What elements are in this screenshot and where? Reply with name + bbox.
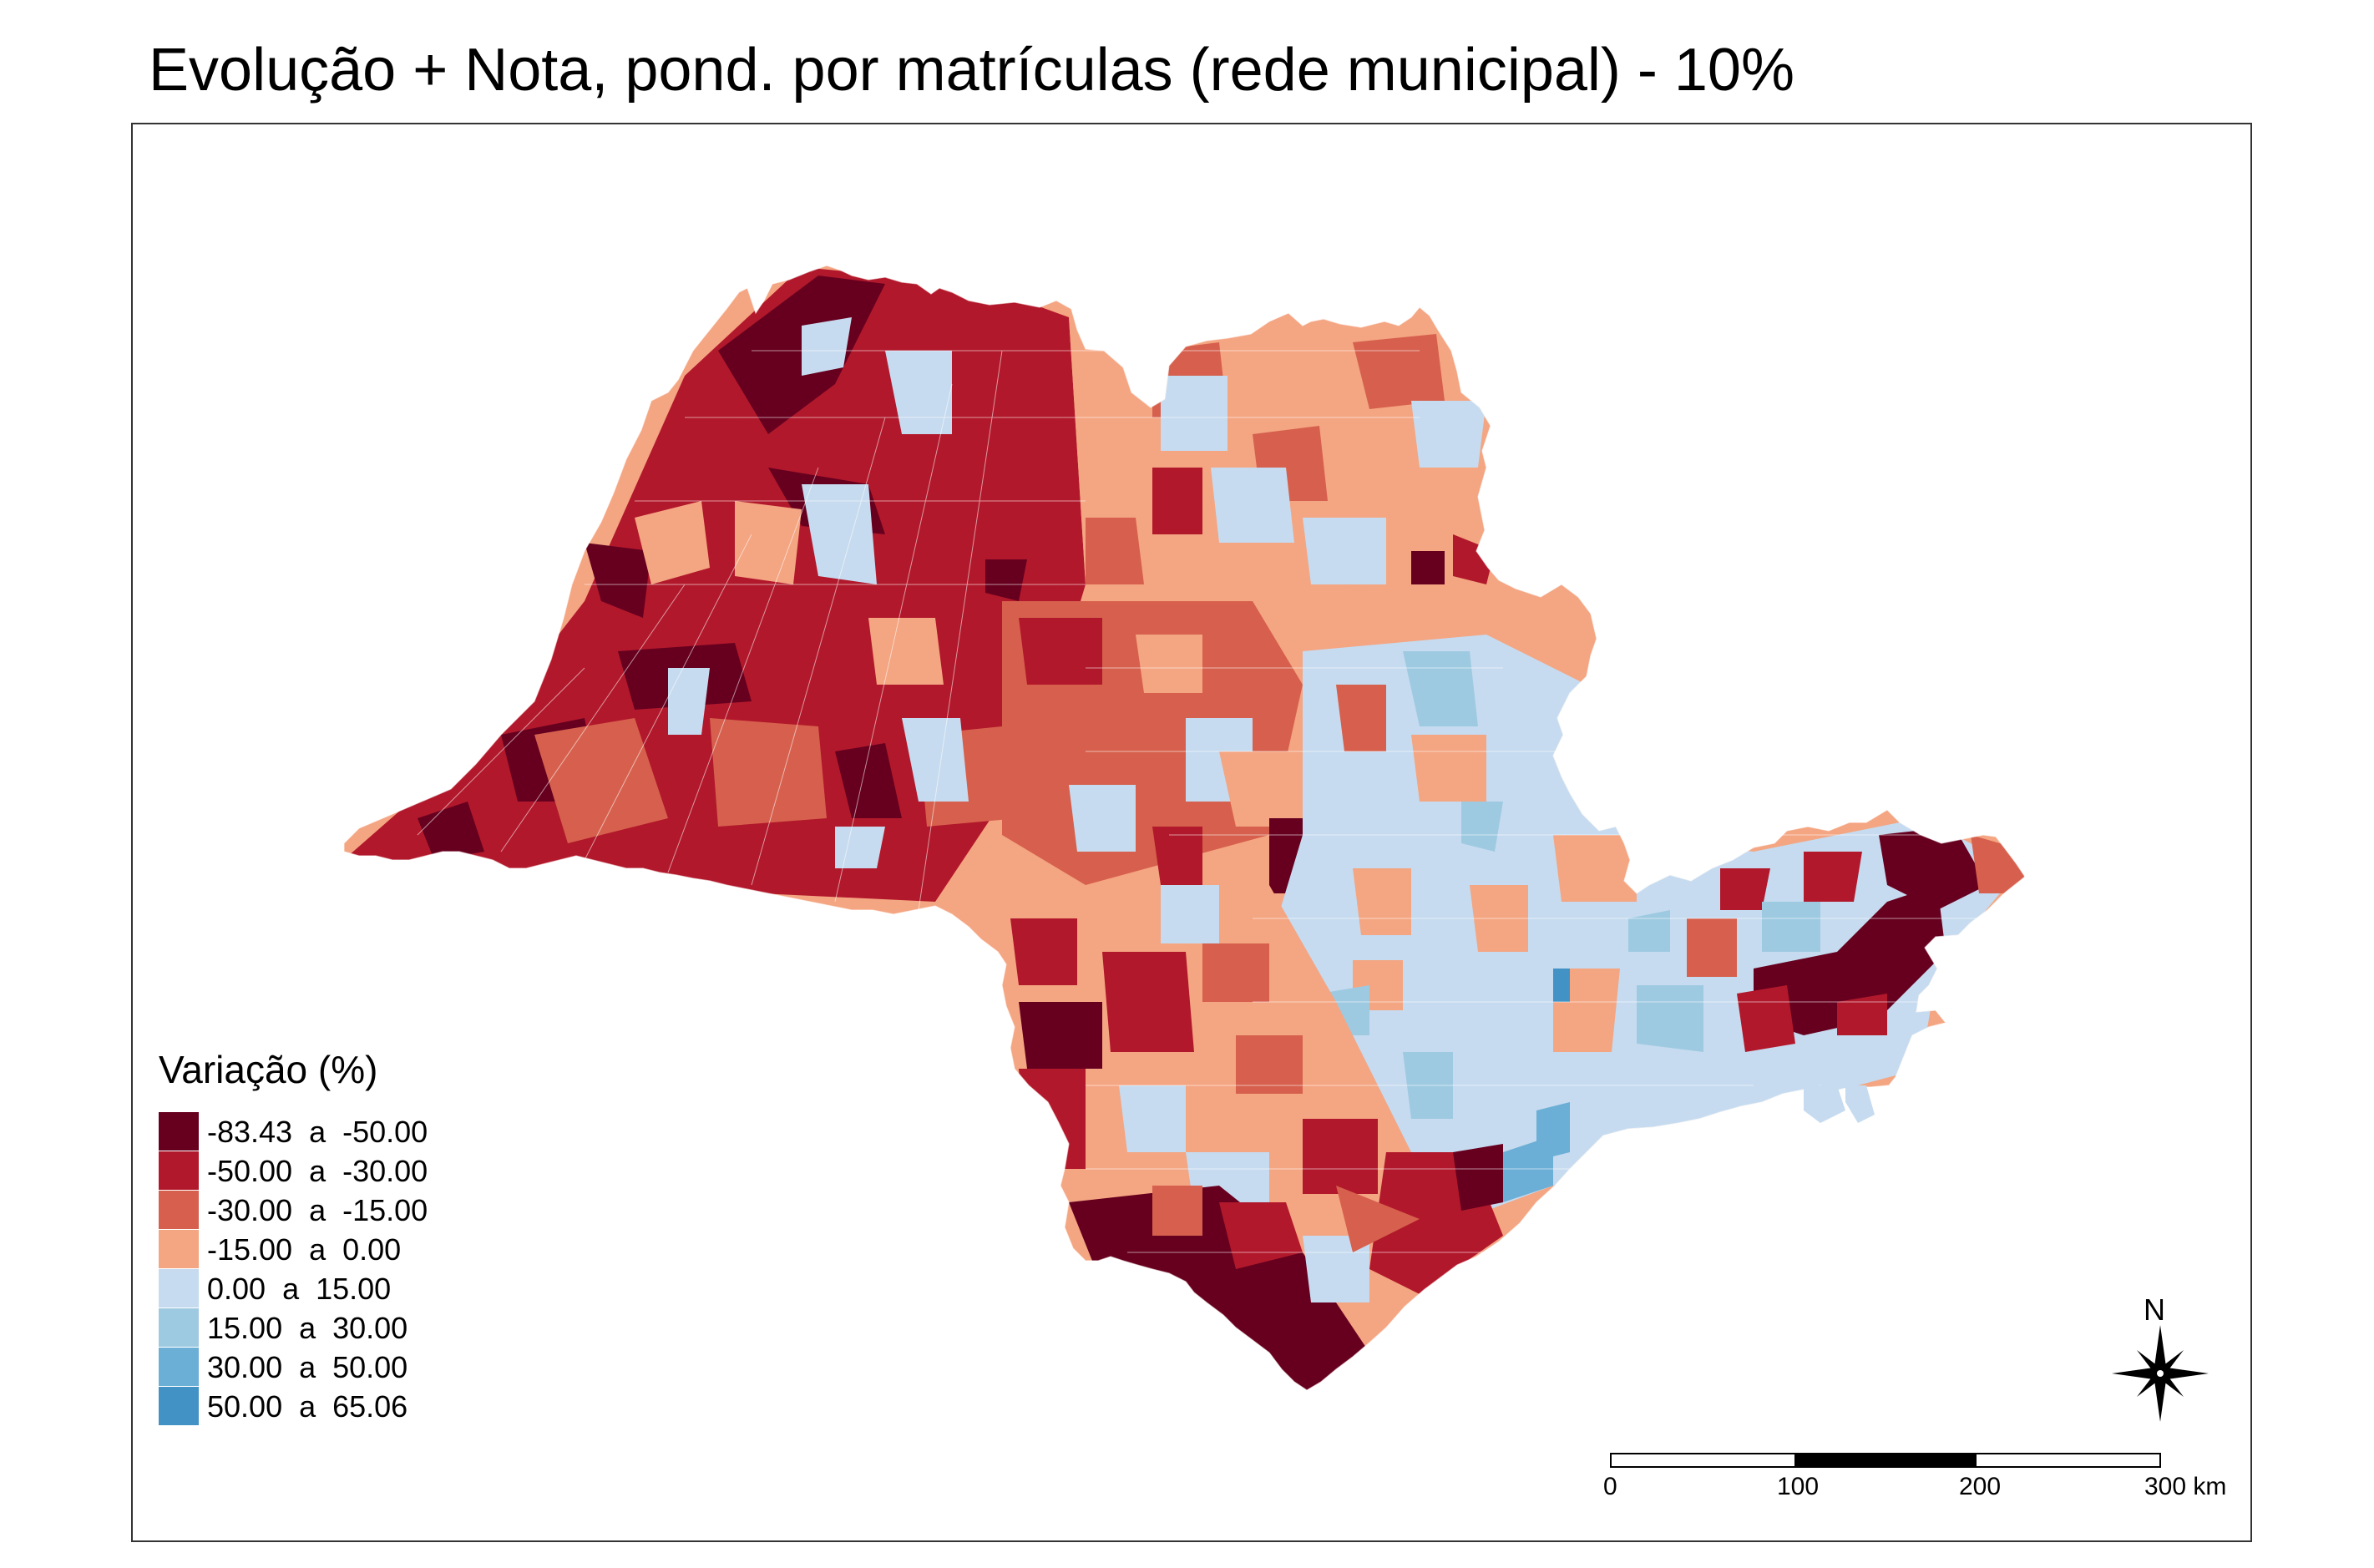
legend-title: Variação (%)	[159, 1048, 378, 1091]
legend-label: -15.00 a 0.00	[207, 1232, 402, 1267]
legend-swatch	[159, 1308, 199, 1348]
legend-item: -15.00 a 0.00	[159, 1230, 428, 1269]
legend-label: -30.00 a -15.00	[207, 1192, 428, 1227]
legend-label: 0.00 a 15.00	[207, 1271, 392, 1306]
scale-label: 100	[1777, 1473, 1820, 1500]
scale-labels: 0 100 200 300 km	[1603, 1473, 2226, 1506]
legend-item: 0.00 a 15.00	[159, 1269, 428, 1308]
map-title: Evolução + Nota, pond. por matrículas (r…	[149, 37, 1794, 104]
scale-label: 200	[1959, 1473, 2002, 1500]
map-frame	[131, 123, 2252, 1542]
legend-item: 15.00 a 30.00	[159, 1308, 428, 1348]
legend-label: 30.00 a 50.00	[207, 1349, 408, 1384]
legend: Variação (%) -83.43 a -50.00 -50.00 a -3…	[159, 1050, 428, 1426]
scale-label: 300 km	[2144, 1473, 2227, 1500]
legend-swatch	[159, 1191, 199, 1230]
legend-items: -83.43 a -50.00 -50.00 a -30.00 -30.00 a…	[159, 1112, 428, 1426]
north-arrow-label: N	[2144, 1292, 2165, 1327]
island-region	[1845, 1085, 1875, 1123]
legend-item: -30.00 a -15.00	[159, 1191, 428, 1230]
scale-bar: 0 100 200 300 km	[1603, 1453, 2226, 1506]
scale-segment	[1977, 1454, 2160, 1466]
legend-swatch	[159, 1269, 199, 1308]
legend-item: -50.00 a -30.00	[159, 1151, 428, 1191]
legend-label: 50.00 a 65.06	[207, 1388, 408, 1424]
legend-label: -50.00 a -30.00	[207, 1153, 428, 1188]
scale-segment	[1612, 1454, 1794, 1466]
legend-swatch	[159, 1348, 199, 1387]
legend-swatch	[159, 1387, 199, 1426]
scale-label: 0	[1603, 1473, 1617, 1500]
legend-item: -83.43 a -50.00	[159, 1112, 428, 1151]
scale-segment	[1794, 1454, 1977, 1466]
legend-label: -83.43 a -50.00	[207, 1114, 428, 1149]
legend-item: 30.00 a 50.00	[159, 1348, 428, 1387]
legend-swatch	[159, 1112, 199, 1151]
legend-swatch	[159, 1151, 199, 1191]
compass-rose-icon	[2112, 1325, 2209, 1422]
legend-swatch	[159, 1230, 199, 1269]
island-region	[1804, 1085, 1845, 1123]
legend-label: 15.00 a 30.00	[207, 1310, 408, 1345]
scale-bar-track	[1610, 1453, 2161, 1468]
legend-item: 50.00 a 65.06	[159, 1387, 428, 1426]
municipality-boundaries	[417, 350, 2004, 1253]
